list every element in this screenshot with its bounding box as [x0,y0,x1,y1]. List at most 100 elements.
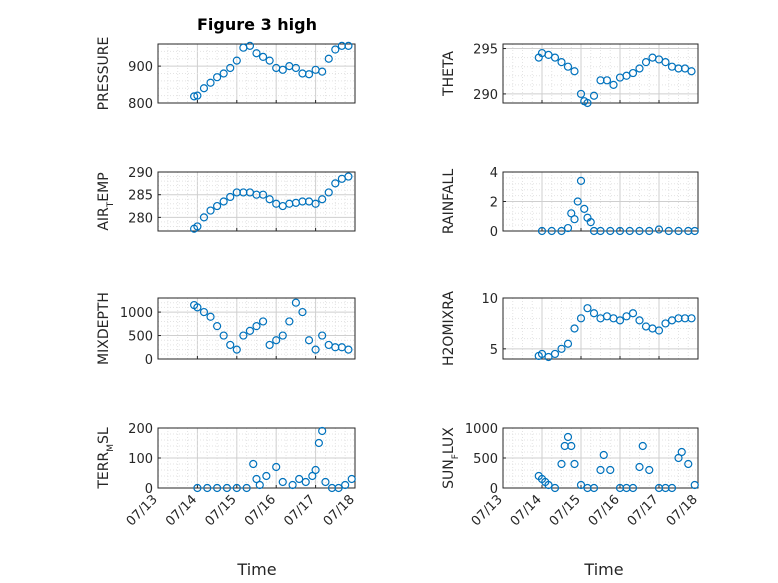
data-point [674,453,683,463]
data-point [311,465,320,475]
x-tick-label: 07/16 [242,492,279,529]
data-point [537,226,547,236]
y-tick-label: 295 [473,43,498,58]
data-point [334,483,343,493]
data-point [628,68,638,78]
y-axis-label: H2OMIXRA [441,291,457,366]
data-point [586,218,595,227]
x-tick-label: 07/13 [469,492,506,529]
data-point [557,344,566,353]
data-point [331,179,340,188]
data-point [661,319,670,328]
data-point [583,304,592,313]
y-tick-label: 4 [490,166,498,181]
x-tick-label: 07/17 [625,492,662,529]
data-point [272,336,281,345]
subplot-sun-flux: 0 500 1000 07/13 07/14 07/15 07/16 07/17 07/18 SU… [441,422,701,529]
data-point [576,314,586,323]
data-point [583,98,592,108]
data-point [570,324,579,333]
data-point [684,459,693,469]
data-point [550,483,560,493]
data-point [615,226,625,236]
data-point [645,226,654,236]
data-point [199,213,209,222]
data-point [576,480,586,490]
data-point [599,450,608,460]
data-point [213,322,222,331]
data-point [265,56,274,65]
data-point [213,201,222,211]
data-point [219,197,228,206]
data-point [344,172,353,181]
data-point [606,465,615,475]
data-point [638,441,647,451]
data-point [615,316,625,325]
y-axis-label: RAINFALL [441,169,457,234]
data-point [232,483,241,493]
data-point [609,80,618,89]
y-tick-label: 200 [128,422,153,437]
data-point [547,226,556,236]
data-point [304,336,314,345]
data-point [635,462,644,472]
data-point [242,483,251,493]
data-point [557,459,566,469]
data-point [245,41,255,50]
data-point [570,215,579,224]
data-point [602,76,612,85]
y-tick-label: 800 [128,97,153,112]
data-point [193,483,202,493]
data-point [193,91,202,100]
data-point [258,52,268,62]
data-point [567,441,576,451]
data-point [318,426,327,436]
data-point [544,352,553,362]
data-point [580,204,589,213]
data-point [331,45,340,54]
x-tick-label: 07/16 [586,492,623,529]
subplot-mixdepth: 0 500 1000 MIXDEPTH [96,292,356,368]
data-point [203,483,212,493]
data-point [628,309,638,318]
data-point [219,69,228,78]
data-point [245,326,255,335]
data-point [308,471,317,481]
data-point [291,298,300,307]
data-point [661,58,670,67]
y-tick-label: 0 [490,482,498,497]
data-point [278,331,287,340]
data-point [550,349,560,359]
data-point [341,480,350,490]
data-point [690,480,699,490]
data-point [219,331,228,340]
data-point [606,226,615,236]
data-point [206,78,215,87]
data-point [252,49,261,58]
data-point [563,432,573,442]
data-point [635,64,644,73]
data-point [193,222,202,231]
data-point [318,331,327,340]
subplot-theta: 290 295 THETA [441,43,699,108]
x-tick-label: 07/15 [547,492,584,529]
data-point [265,195,274,204]
data-point [314,438,323,448]
data-point [687,314,696,323]
y-tick-label: 900 [128,60,153,75]
figure-title: Figure 3 high [197,15,317,34]
data-point [674,226,683,236]
data-point [255,480,264,490]
data-point [324,188,333,197]
data-point [654,326,664,335]
y-tick-label: 500 [128,330,153,345]
data-point [193,303,202,312]
y-axis-label: THETA [441,51,457,97]
data-point [222,483,232,493]
x-tick-label: 07/14 [163,492,200,529]
data-point [563,223,573,233]
data-point [667,483,677,493]
data-point [622,312,631,321]
data-point [318,67,327,76]
subplot-h2omixra: 5 10 H2OMIXRA [441,291,699,366]
